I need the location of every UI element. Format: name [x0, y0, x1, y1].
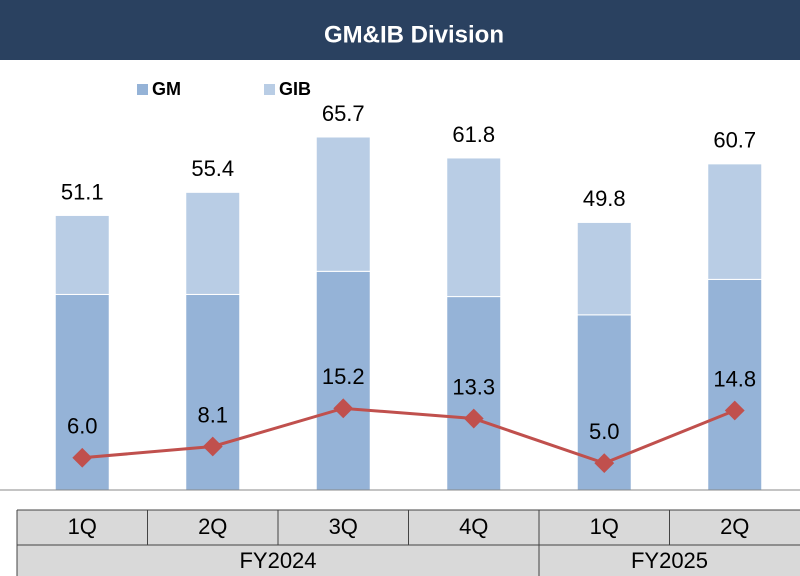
line-label: 13.3: [452, 374, 495, 399]
legend-swatch: [137, 84, 148, 95]
x-tick-label: 1Q: [590, 514, 619, 539]
bar-segment: [707, 163, 763, 280]
legend-swatch: [264, 84, 275, 95]
line-marker: [202, 436, 223, 457]
line-label: 8.1: [197, 402, 228, 427]
bar-segment: [446, 296, 502, 491]
line-label: 5.0: [589, 419, 620, 444]
total-label: 55.4: [191, 156, 234, 181]
bar-segment: [54, 214, 110, 295]
x-tick-label: 2Q: [198, 514, 227, 539]
legend-label: GM: [152, 79, 181, 99]
x-tick-label: 4Q: [459, 514, 488, 539]
bar-segment: [185, 293, 241, 491]
line-marker: [72, 447, 93, 468]
bar-segment: [315, 136, 371, 272]
total-label: 49.8: [583, 186, 626, 211]
x-tick-label: 1Q: [68, 514, 97, 539]
bar-segment: [576, 221, 632, 316]
line-marker: [463, 408, 484, 429]
legend-label: GIB: [279, 79, 311, 99]
bar-segment: [185, 191, 241, 295]
line-label: 15.2: [322, 364, 365, 389]
line-marker: [594, 453, 615, 474]
title-band: [0, 0, 800, 60]
line-label: 14.8: [713, 366, 756, 391]
line: [82, 406, 736, 465]
x-group-label: FY2025: [631, 548, 708, 573]
total-label: 60.7: [713, 128, 756, 153]
x-group-label: FY2024: [239, 548, 316, 573]
total-label: 61.8: [452, 122, 495, 147]
x-tick-label: 3Q: [329, 514, 358, 539]
bar-segment: [446, 157, 502, 298]
line-label: 6.0: [67, 414, 98, 439]
x-tick-label: 2Q: [720, 514, 749, 539]
chart-title: GM&IB Division: [324, 21, 504, 48]
total-label: 51.1: [61, 179, 104, 204]
line-marker: [724, 400, 745, 421]
total-label: 65.7: [322, 101, 365, 126]
line-marker: [333, 398, 354, 419]
